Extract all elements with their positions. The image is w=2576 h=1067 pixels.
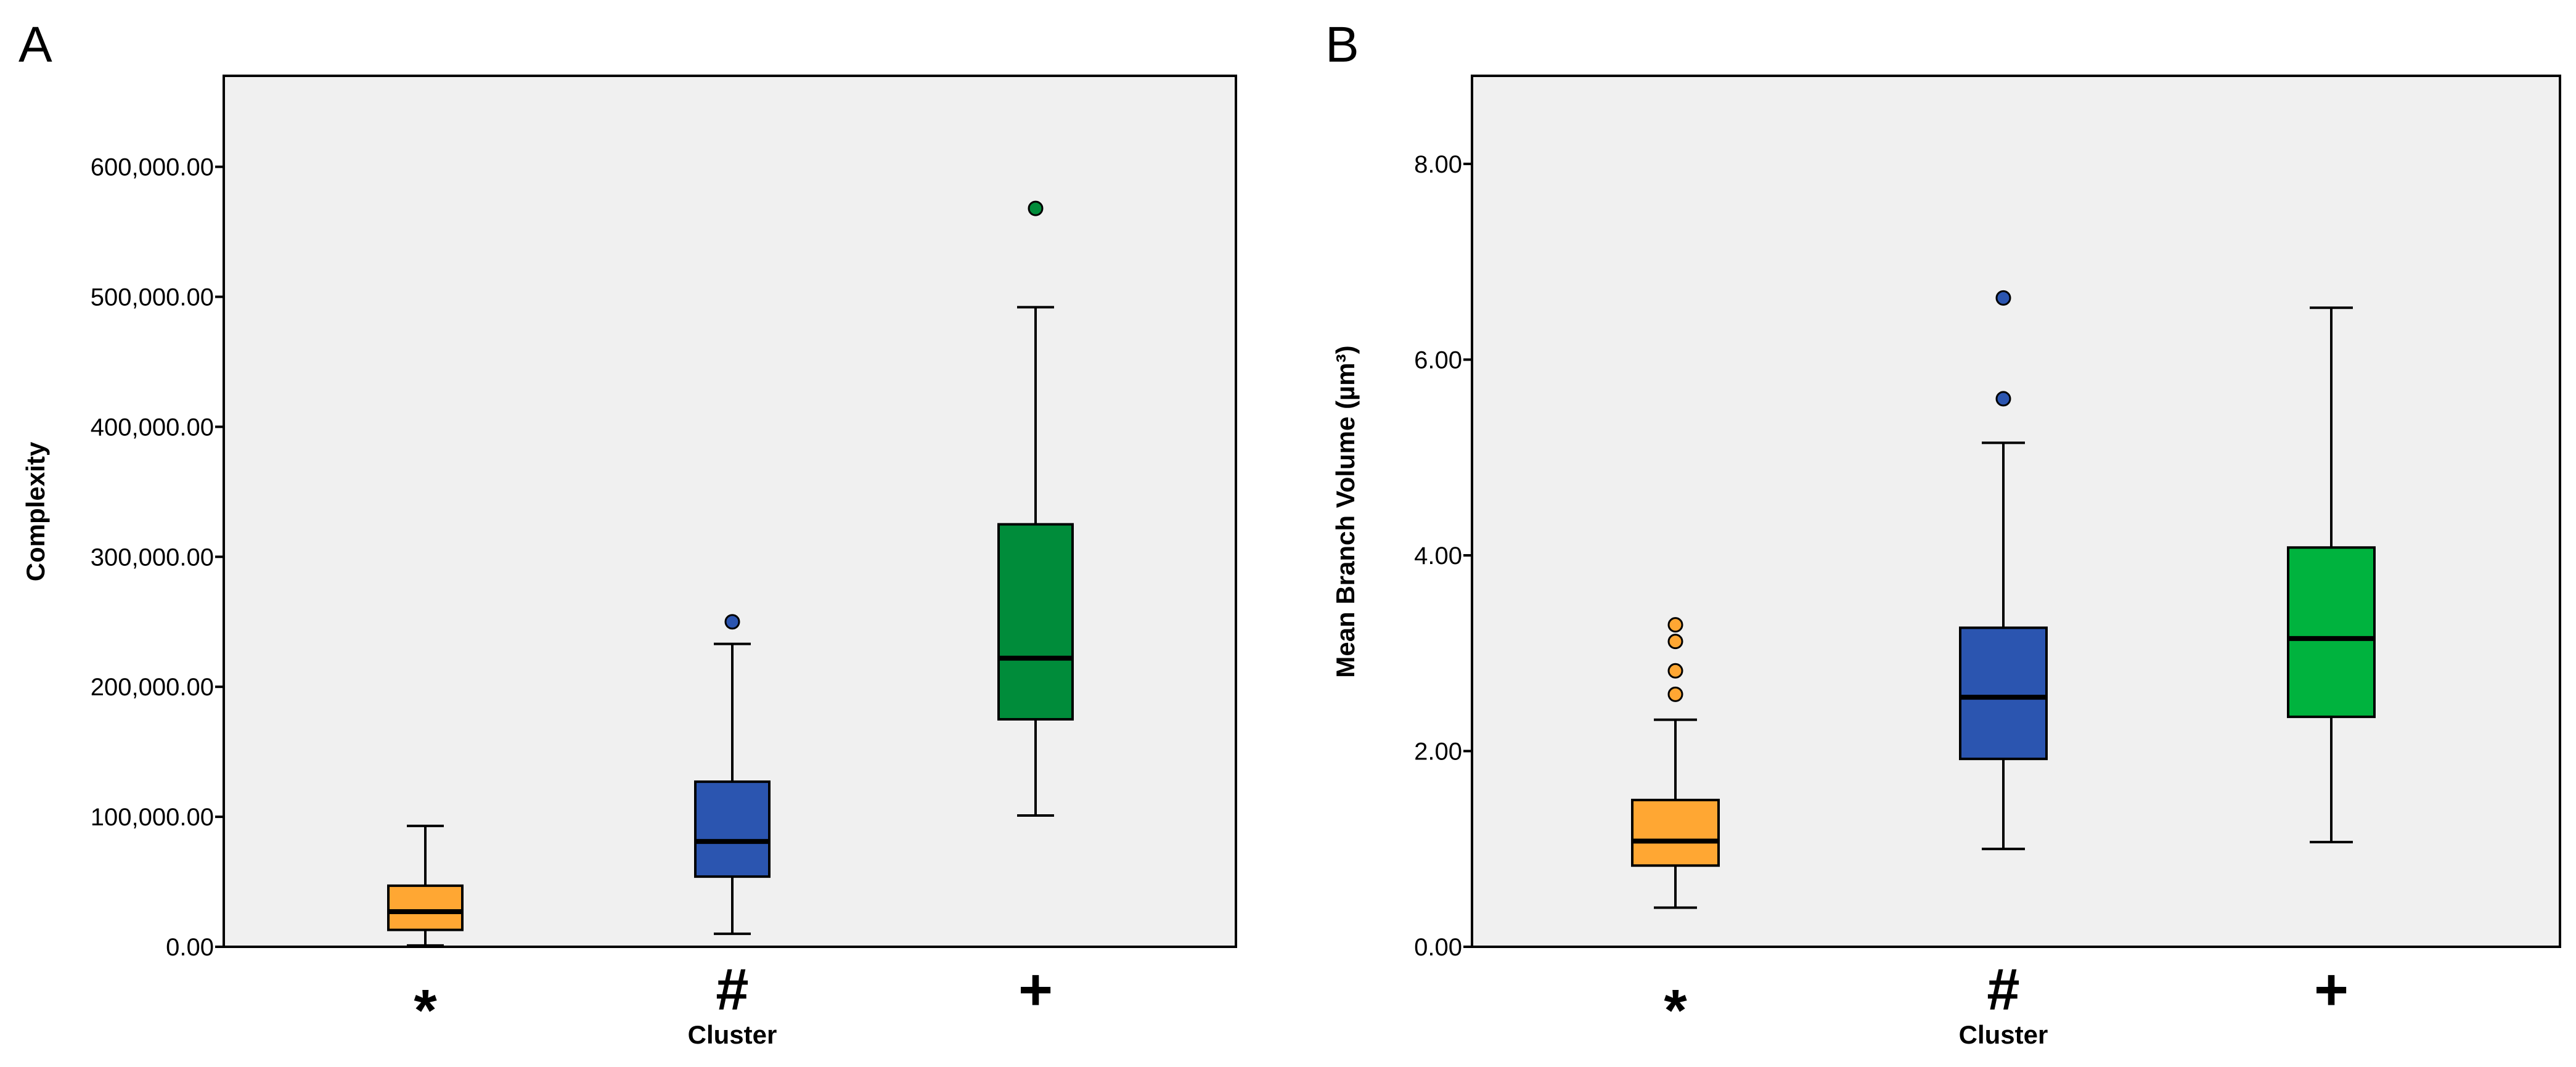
y-tick-label: 300,000.00	[91, 544, 214, 571]
y-tick-label: 400,000.00	[91, 414, 214, 441]
x-axis-title: Cluster	[688, 1020, 777, 1049]
panel-letter-a: A	[18, 17, 52, 73]
box	[1959, 626, 2048, 761]
y-tick-label: 0.00	[1414, 934, 1462, 961]
y-axis: 0.00 100,000.00 200,000.00 300,000.00 400,00…	[91, 154, 224, 961]
outlier-point	[1667, 663, 1683, 679]
category-label: #	[1987, 957, 2019, 1023]
y-tick-label: 8.00	[1414, 151, 1462, 178]
y-tick-label: 100,000.00	[91, 804, 214, 831]
outlier-point	[1995, 391, 2011, 407]
y-tick-label: 0.00	[166, 934, 214, 961]
category-label: *	[414, 978, 437, 1044]
y-tick-label: 4.00	[1414, 542, 1462, 570]
box	[2287, 546, 2376, 718]
y-axis: 0.00 2.00 4.00 6.00 8.00	[1414, 151, 1472, 961]
outlier-point	[1667, 634, 1683, 650]
y-axis-title: Mean Branch Volume (µm³)	[1331, 345, 1360, 677]
panel-b: B 0.00 2.00 4.00 6.00 8.00 * # + Cluster Mean …	[1325, 17, 2561, 1049]
category-labels: * # +	[414, 957, 1053, 1044]
y-tick-label: 2.00	[1414, 738, 1462, 765]
y-tick-label: 500,000.00	[91, 284, 214, 311]
panel-letter-b: B	[1325, 17, 1359, 73]
category-labels: * # +	[1664, 957, 2349, 1044]
box	[1631, 798, 1720, 867]
box-group	[1631, 290, 2376, 909]
box	[694, 780, 771, 878]
panel-a: A 0.00 100,000.00 200,000.00 300,000.00 400,…	[18, 17, 1237, 1049]
y-axis-title: Complexity	[21, 441, 50, 581]
outlier-point	[1667, 686, 1683, 702]
y-tick-label: 200,000.00	[91, 674, 214, 701]
outlier-point	[1667, 617, 1683, 633]
box-group	[387, 200, 1074, 947]
category-label: *	[1664, 978, 1687, 1044]
category-label: #	[716, 957, 748, 1023]
box	[997, 523, 1074, 721]
x-axis-title: Cluster	[1959, 1020, 2048, 1049]
y-tick-label: 600,000.00	[91, 154, 214, 181]
outlier-point	[724, 614, 740, 630]
category-label: +	[1018, 957, 1053, 1023]
outlier-point	[1995, 290, 2011, 306]
outlier-point	[1028, 200, 1044, 216]
y-tick-label: 6.00	[1414, 346, 1462, 374]
box	[387, 884, 464, 931]
category-label: +	[2314, 957, 2349, 1023]
